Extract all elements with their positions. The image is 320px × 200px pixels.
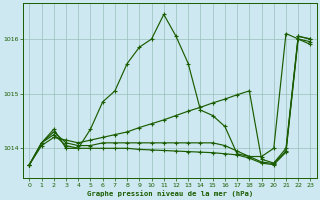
- X-axis label: Graphe pression niveau de la mer (hPa): Graphe pression niveau de la mer (hPa): [87, 190, 253, 197]
